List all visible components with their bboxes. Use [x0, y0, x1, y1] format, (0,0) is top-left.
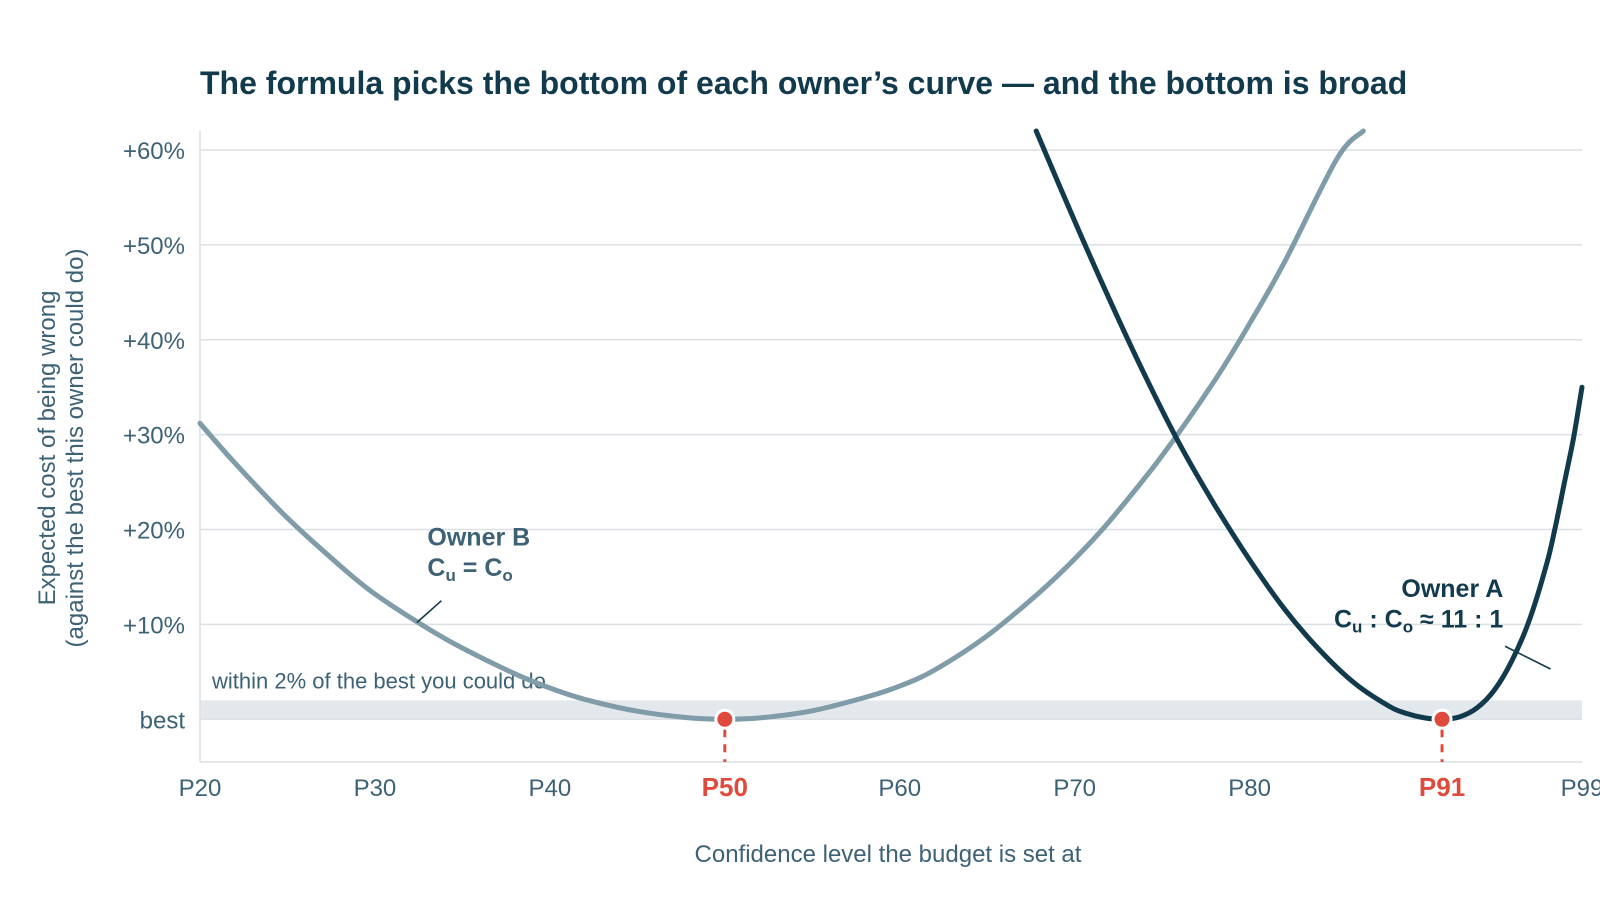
- x-tick-label: P60: [878, 775, 921, 802]
- owner-a-label: Owner A: [1401, 575, 1503, 603]
- x-tick-label: P20: [179, 775, 222, 802]
- x-tick-label: P91: [1419, 772, 1465, 802]
- y-axis-title: Expected cost of being wrong (against th…: [34, 249, 89, 648]
- curves: [197, 128, 1585, 722]
- owner-b-ratio: Cu = Co: [427, 554, 512, 585]
- x-tick-labels: P20 P30 P40 P50 P60 P70 P80 P91 P99: [179, 772, 1600, 802]
- y-tick-label: +40%: [123, 328, 185, 355]
- optimum-markers: [714, 708, 1453, 762]
- band-label: within 2% of the best you could do: [211, 668, 546, 693]
- y-tick-label: +10%: [123, 612, 185, 639]
- near-best-band: [200, 700, 1582, 720]
- y-tick-label: +60%: [123, 138, 185, 165]
- owner-a-ratio: Cu : Co ≈ 11 : 1: [1334, 605, 1503, 636]
- y-tick-label: +50%: [123, 233, 185, 260]
- x-tick-label: P30: [354, 775, 397, 802]
- y-tick-label: best: [140, 707, 186, 734]
- owner-b-leader-line: [416, 600, 442, 624]
- x-tick-label: P40: [529, 775, 572, 802]
- owner-a-leader-line: [1504, 645, 1551, 670]
- x-tick-label: P80: [1228, 775, 1271, 802]
- grid: [200, 149, 1582, 626]
- optimum-point: [1431, 708, 1453, 730]
- axes: [199, 131, 1582, 763]
- owner-b-label: Owner B: [427, 524, 530, 552]
- x-tick-label: P50: [702, 772, 748, 802]
- y-tick-labels: best +10% +20% +30% +40% +50% +60%: [123, 138, 185, 734]
- y-axis-title-line-2: (against the best this owner could do): [62, 249, 89, 648]
- y-axis-title-line-1: Expected cost of being wrong: [34, 291, 61, 606]
- series-line-owner-a: [1033, 128, 1585, 722]
- x-tick-label: P70: [1053, 775, 1096, 802]
- x-axis-title: Confidence level the budget is set at: [695, 841, 1082, 868]
- y-tick-label: +20%: [123, 518, 185, 545]
- series-line-owner-b: [197, 128, 1366, 722]
- optimum-point: [714, 708, 736, 730]
- y-tick-label: +30%: [123, 423, 185, 450]
- x-tick-label: P99: [1561, 775, 1600, 802]
- chart-title: The formula picks the bottom of each own…: [200, 65, 1407, 101]
